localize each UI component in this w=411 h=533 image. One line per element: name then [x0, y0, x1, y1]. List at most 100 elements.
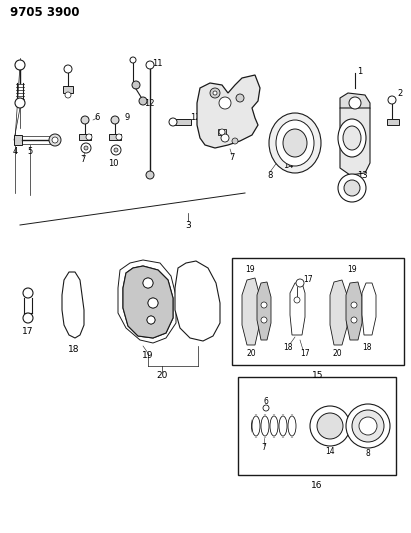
Bar [79, 134, 91, 140]
Text: 15: 15 [312, 370, 324, 379]
Circle shape [219, 97, 231, 109]
Text: 18: 18 [283, 343, 293, 351]
Text: 19: 19 [347, 265, 357, 274]
Circle shape [148, 298, 158, 308]
Polygon shape [62, 272, 84, 338]
Polygon shape [197, 75, 260, 148]
Polygon shape [175, 261, 220, 341]
Text: 3: 3 [185, 221, 191, 230]
Text: 12: 12 [144, 99, 154, 108]
Circle shape [388, 96, 396, 104]
Ellipse shape [276, 120, 314, 166]
Circle shape [317, 413, 343, 439]
Ellipse shape [338, 119, 366, 157]
Circle shape [111, 145, 121, 155]
Circle shape [346, 404, 390, 448]
Bar [14, 135, 22, 145]
Text: 6: 6 [263, 397, 268, 406]
Ellipse shape [283, 129, 307, 157]
Text: 16: 16 [311, 481, 323, 489]
Text: 12: 12 [190, 114, 200, 123]
Circle shape [139, 97, 147, 105]
Polygon shape [242, 278, 259, 345]
Text: 7: 7 [261, 443, 266, 453]
Circle shape [143, 278, 153, 288]
Circle shape [148, 298, 158, 308]
Circle shape [114, 148, 118, 152]
Text: 7: 7 [80, 156, 85, 165]
Text: 8: 8 [366, 448, 370, 457]
Circle shape [294, 297, 300, 303]
Text: 13: 13 [357, 171, 367, 180]
Text: 4: 4 [12, 148, 18, 157]
Text: 20: 20 [246, 349, 256, 358]
Text: 14: 14 [325, 447, 335, 456]
Circle shape [221, 134, 229, 142]
Text: 8: 8 [267, 171, 272, 180]
Text: 14: 14 [283, 160, 293, 169]
Circle shape [344, 180, 360, 196]
Polygon shape [340, 93, 370, 115]
Bar [232, 258, 404, 365]
Ellipse shape [279, 415, 288, 437]
Polygon shape [330, 280, 347, 345]
Circle shape [310, 406, 350, 446]
Text: 17: 17 [300, 349, 310, 358]
Text: 5: 5 [28, 148, 32, 157]
Bar [387, 119, 399, 125]
Circle shape [81, 116, 89, 124]
Ellipse shape [269, 113, 321, 173]
Text: 18: 18 [68, 345, 80, 354]
Text: 19: 19 [245, 265, 255, 274]
Circle shape [147, 316, 155, 324]
Polygon shape [346, 282, 362, 340]
Bar [173, 119, 191, 125]
Text: 10: 10 [108, 158, 118, 167]
Bar [63, 86, 73, 93]
Text: 9: 9 [125, 114, 129, 123]
Circle shape [146, 61, 154, 69]
Bar [238, 377, 396, 475]
Circle shape [65, 92, 71, 98]
Text: 11: 11 [152, 59, 162, 68]
Text: 1: 1 [358, 67, 363, 76]
Polygon shape [123, 266, 173, 338]
Text: 6: 6 [94, 114, 100, 123]
Polygon shape [290, 283, 305, 335]
Text: 17: 17 [22, 327, 34, 335]
Circle shape [210, 88, 220, 98]
Circle shape [351, 302, 357, 308]
Polygon shape [340, 108, 370, 175]
Circle shape [111, 116, 119, 124]
Text: 19: 19 [142, 351, 154, 360]
Circle shape [64, 65, 72, 73]
Circle shape [23, 288, 33, 298]
Circle shape [352, 410, 384, 442]
Ellipse shape [288, 415, 296, 437]
Circle shape [52, 137, 58, 143]
Text: 17: 17 [303, 276, 313, 285]
Circle shape [338, 174, 366, 202]
Circle shape [261, 302, 267, 308]
Circle shape [236, 94, 244, 102]
Bar [218, 129, 226, 135]
Polygon shape [362, 283, 376, 335]
Text: 9705 3900: 9705 3900 [10, 6, 79, 20]
Circle shape [147, 316, 155, 324]
Circle shape [219, 129, 225, 135]
Circle shape [263, 405, 269, 411]
Text: 18: 18 [362, 343, 372, 351]
Circle shape [81, 143, 91, 153]
Circle shape [169, 118, 177, 126]
Circle shape [351, 317, 357, 323]
Text: 7: 7 [229, 154, 235, 163]
Bar [109, 134, 121, 140]
Text: 20: 20 [156, 370, 168, 379]
Circle shape [261, 317, 267, 323]
Circle shape [15, 98, 25, 108]
Polygon shape [118, 260, 176, 343]
Circle shape [143, 278, 153, 288]
Circle shape [213, 91, 217, 95]
Polygon shape [123, 266, 173, 338]
Circle shape [84, 146, 88, 150]
